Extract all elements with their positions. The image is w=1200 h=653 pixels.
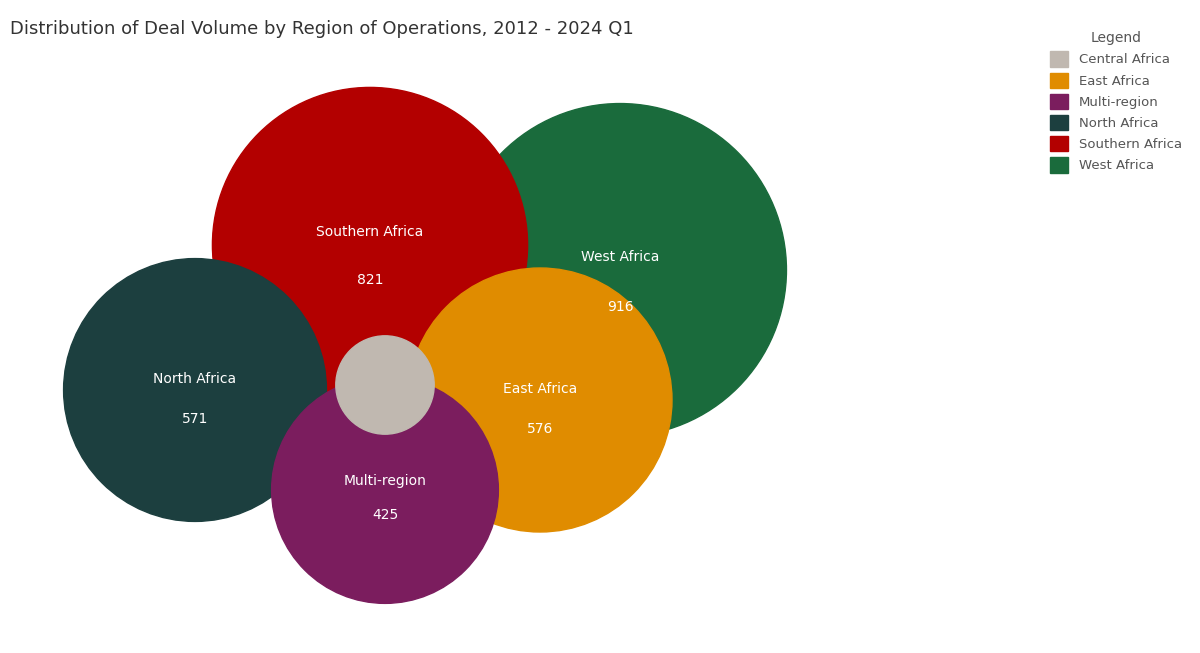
Text: North Africa: North Africa [154, 372, 236, 387]
Text: 576: 576 [527, 422, 553, 436]
Circle shape [336, 336, 434, 434]
Text: West Africa: West Africa [581, 249, 659, 264]
Text: 821: 821 [356, 273, 383, 287]
Text: 425: 425 [372, 508, 398, 522]
Circle shape [408, 268, 672, 532]
Circle shape [454, 104, 786, 436]
Text: 571: 571 [182, 412, 208, 426]
Text: 916: 916 [607, 300, 634, 313]
Text: Multi-region: Multi-region [343, 474, 426, 488]
Legend: Central Africa, East Africa, Multi-region, North Africa, Southern Africa, West A: Central Africa, East Africa, Multi-regio… [1045, 26, 1188, 178]
Text: Distribution of Deal Volume by Region of Operations, 2012 - 2024 Q1: Distribution of Deal Volume by Region of… [10, 20, 634, 38]
Text: East Africa: East Africa [503, 383, 577, 396]
Text: Southern Africa: Southern Africa [317, 225, 424, 240]
Circle shape [212, 88, 528, 403]
Circle shape [271, 377, 498, 603]
Circle shape [64, 259, 326, 522]
